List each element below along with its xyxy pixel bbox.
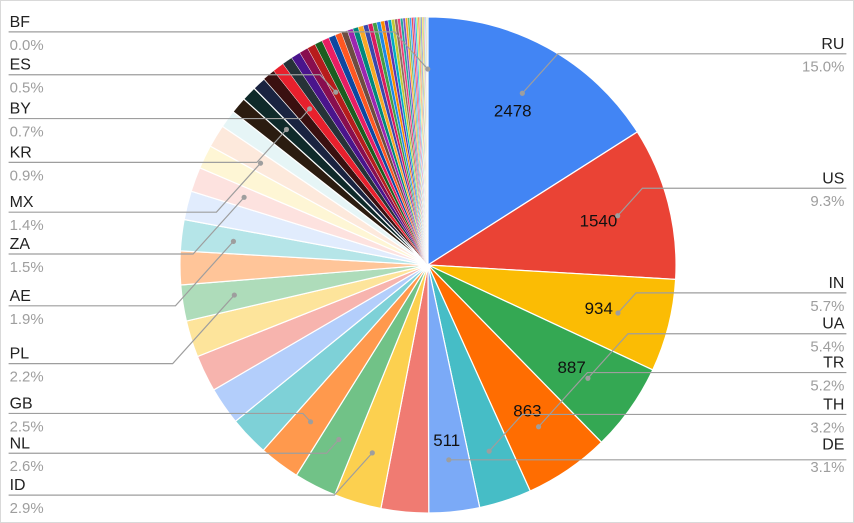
callout-pct-za: 1.5%	[10, 259, 44, 276]
callout-line-tr	[538, 371, 847, 428]
callout-name-gb: GB	[10, 395, 33, 412]
callout-pl: PL 2.2%	[8, 292, 237, 386]
callout-line-gb	[8, 412, 311, 423]
callout-name-ru: RU	[821, 36, 844, 53]
callout-pct-by: 0.7%	[10, 123, 44, 140]
callout-id: ID 2.9%	[8, 450, 375, 517]
callout-name-by: BY	[10, 101, 32, 118]
callout-pct-mx: 1.4%	[10, 217, 44, 234]
slice-value-in: 934	[585, 299, 613, 318]
callout-pct-kr: 0.9%	[10, 167, 44, 184]
callout-line-nl	[8, 439, 340, 454]
callout-line-ru	[521, 53, 847, 94]
callout-bf: BF 0.0%	[8, 14, 431, 72]
callout-by: BY 0.7%	[8, 101, 313, 140]
callout-nl: NL 2.6%	[8, 435, 342, 475]
callout-gb: GB 2.5%	[8, 395, 314, 435]
callout-line-us	[617, 187, 847, 217]
callout-name-za: ZA	[10, 236, 31, 253]
callout-us: US 9.3%	[615, 170, 847, 219]
callout-line-id	[8, 452, 373, 496]
callout-name-bf: BF	[10, 14, 31, 31]
callout-name-mx: MX	[10, 194, 34, 211]
callout-pct-nl: 2.6%	[10, 458, 44, 475]
callout-name-ua: UA	[822, 316, 844, 333]
callout-name-kr: KR	[10, 144, 32, 161]
callout-pct-ua: 5.4%	[810, 339, 844, 356]
callout-pct-us: 9.3%	[810, 193, 844, 210]
callout-line-pl	[8, 294, 235, 365]
callout-name-ae: AE	[10, 288, 31, 305]
callout-mx: MX 1.4%	[8, 160, 264, 234]
callout-line-es	[8, 74, 337, 93]
callout-pct-es: 0.5%	[10, 80, 44, 97]
callout-pct-bf: 0.0%	[10, 37, 44, 54]
callout-pct-pl: 2.2%	[10, 369, 44, 386]
callout-name-de: DE	[822, 436, 844, 453]
callout-in: IN 5.7%	[615, 275, 847, 316]
slice-value-ru: 2478	[494, 102, 532, 121]
slice-value-us: 1540	[580, 212, 618, 231]
callout-name-es: ES	[10, 57, 31, 74]
callout-name-pl: PL	[10, 346, 30, 363]
callout-line-mx	[8, 162, 261, 213]
callout-line-ua	[587, 333, 847, 379]
slice-value-ua: 887	[558, 358, 586, 377]
callout-pct-tr: 5.2%	[810, 378, 844, 395]
value-labels: 2478 1540 934 887 863 511	[433, 102, 617, 451]
callout-name-tr: TR	[823, 355, 844, 372]
callout-pct-in: 5.7%	[810, 298, 844, 315]
callout-tr: TR 5.2%	[535, 355, 847, 430]
callout-pct-gb: 2.5%	[10, 418, 44, 435]
callout-line-kr	[8, 129, 287, 163]
callout-name-th: TH	[823, 396, 844, 413]
callout-ru: RU 15.0%	[519, 36, 847, 96]
callout-line-ae	[8, 240, 234, 307]
callout-pct-th: 3.2%	[810, 419, 844, 436]
callout-name-id: ID	[10, 477, 26, 494]
callout-name-nl: NL	[10, 435, 30, 452]
callout-line-th	[488, 413, 847, 452]
slice-value-tr: 863	[513, 401, 541, 420]
slice-value-de: 511	[433, 431, 460, 450]
callout-de: DE 3.1%	[446, 436, 847, 476]
pie-slice-ru	[427, 16, 639, 267]
callout-name-in: IN	[828, 275, 844, 292]
pie-slices	[179, 16, 677, 514]
callout-pct-ae: 1.9%	[10, 311, 44, 328]
callout-kr: KR 0.9%	[8, 126, 290, 184]
callout-pct-id: 2.9%	[10, 500, 44, 517]
callout-labels: RU 15.0% US 9.3% IN 5.7%UA 5.4%TR 5.2%TH 3.2%DE 3…	[8, 14, 847, 517]
callout-name-us: US	[822, 170, 844, 187]
callout-th: TH 3.2%	[486, 396, 847, 454]
callout-line-bf	[8, 31, 429, 70]
callout-za: ZA 1.5%	[8, 194, 247, 276]
callout-ua: UA 5.4%	[585, 316, 847, 381]
callout-line-by	[8, 108, 311, 120]
callout-pct-ru: 15.0%	[802, 59, 844, 76]
callout-pct-de: 3.1%	[810, 459, 844, 476]
callout-ae: AE 1.9%	[8, 238, 237, 328]
callout-line-za	[8, 196, 245, 255]
pie-slice-us	[426, 131, 677, 281]
callout-line-in	[617, 292, 847, 314]
callout-es: ES 0.5%	[8, 57, 339, 97]
